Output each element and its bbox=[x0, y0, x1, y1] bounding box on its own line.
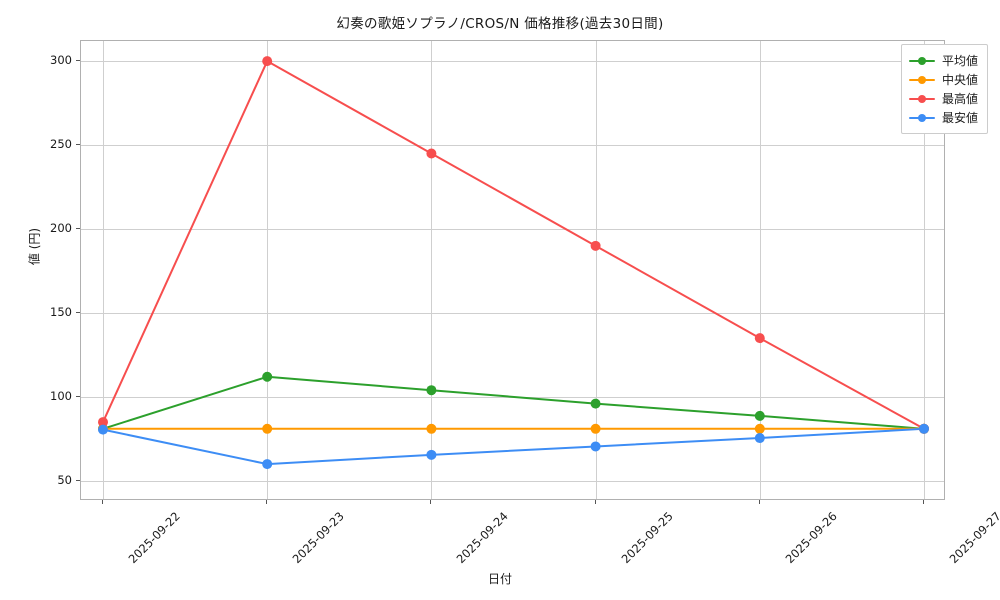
data-point-marker bbox=[590, 423, 601, 434]
x-axis-tick-label: 2025-09-24 bbox=[453, 509, 512, 567]
gridline-vertical bbox=[431, 41, 433, 499]
y-axis-tick-mark bbox=[76, 60, 80, 62]
data-point-marker bbox=[754, 433, 765, 444]
x-axis-tick-mark bbox=[102, 500, 103, 504]
legend-item[interactable]: 最高値 bbox=[908, 89, 978, 108]
x-axis-tick-label: 2025-09-23 bbox=[289, 509, 347, 567]
y-axis-tick-mark bbox=[76, 144, 80, 146]
data-point-marker bbox=[590, 240, 601, 251]
legend-swatch-icon bbox=[908, 74, 935, 86]
x-axis-tick-mark bbox=[923, 500, 924, 504]
y-axis-tick-mark bbox=[76, 228, 80, 229]
gridline-horizontal bbox=[81, 313, 944, 314]
legend-item-label: 平均値 bbox=[941, 54, 978, 68]
gridline-vertical bbox=[267, 41, 269, 499]
y-axis-tick-mark bbox=[76, 312, 80, 313]
x-axis-tick-label: 2025-09-25 bbox=[618, 509, 676, 567]
series-line bbox=[102, 60, 925, 430]
y-axis-tick-label: 300 bbox=[50, 53, 72, 68]
series-line bbox=[102, 427, 925, 466]
gridline-horizontal bbox=[81, 145, 944, 147]
gridline-vertical bbox=[924, 41, 925, 499]
y-axis-tick-label: 100 bbox=[50, 388, 72, 403]
legend-item-label: 最高値 bbox=[941, 92, 978, 106]
x-axis-tick-mark bbox=[594, 500, 596, 504]
gridline-horizontal bbox=[81, 61, 944, 63]
y-axis-tick-mark bbox=[76, 479, 80, 481]
legend-swatch-icon bbox=[908, 112, 935, 124]
gridline-horizontal bbox=[81, 480, 944, 482]
chart-legend: 平均値中央値最高値最安値 bbox=[900, 44, 988, 134]
x-axis-tick-label: 2025-09-26 bbox=[782, 509, 840, 567]
data-point-marker bbox=[98, 424, 108, 435]
legend-item[interactable]: 中央値 bbox=[908, 70, 978, 89]
gridline-vertical bbox=[759, 41, 761, 499]
gridline-vertical bbox=[595, 41, 597, 499]
x-axis-tick-mark bbox=[758, 500, 760, 504]
data-point-marker bbox=[426, 385, 437, 396]
series-lines bbox=[98, 56, 929, 470]
data-point-marker bbox=[426, 449, 437, 460]
series-line bbox=[102, 375, 925, 430]
chart-title: 幻奏の歌姫ソプラノ/CROS/N 価格推移(過去30日間) bbox=[336, 16, 664, 32]
gridline-horizontal bbox=[81, 229, 944, 230]
data-point-marker bbox=[262, 56, 273, 67]
y-axis-title: 値 (円) bbox=[27, 227, 42, 266]
x-axis-tick-label: 2025-09-22 bbox=[125, 509, 183, 567]
data-point-marker bbox=[754, 410, 765, 421]
x-axis-title: 日付 bbox=[487, 572, 512, 586]
legend-item-label: 最安値 bbox=[941, 111, 978, 125]
y-axis-tick-mark bbox=[76, 395, 80, 397]
data-point-marker bbox=[919, 423, 929, 434]
data-point-marker bbox=[590, 441, 601, 452]
y-axis-tick-label: 50 bbox=[57, 472, 72, 487]
legend-swatch-icon bbox=[908, 55, 935, 67]
legend-item-label: 中央値 bbox=[941, 73, 978, 87]
y-axis-tick-label: 200 bbox=[50, 221, 72, 235]
data-point-marker bbox=[754, 423, 765, 434]
data-point-marker bbox=[98, 417, 108, 428]
data-point-marker bbox=[426, 148, 437, 159]
plot-area bbox=[80, 40, 945, 500]
gridline-vertical bbox=[103, 41, 104, 499]
data-point-marker bbox=[262, 423, 273, 434]
x-axis-tick-mark bbox=[430, 500, 432, 504]
data-point-marker bbox=[754, 333, 765, 344]
y-axis-tick-label: 250 bbox=[50, 137, 72, 152]
data-point-marker bbox=[262, 371, 273, 382]
x-axis-tick-label: 2025-09-27 bbox=[946, 509, 1000, 567]
x-axis-tick-mark bbox=[266, 500, 268, 504]
data-point-marker bbox=[426, 423, 437, 434]
y-axis-tick-label: 150 bbox=[50, 305, 72, 319]
data-point-marker bbox=[262, 459, 273, 470]
legend-item[interactable]: 最安値 bbox=[908, 108, 978, 127]
legend-item[interactable]: 平均値 bbox=[908, 51, 978, 70]
legend-swatch-icon bbox=[908, 93, 935, 105]
data-point-marker bbox=[590, 398, 601, 409]
